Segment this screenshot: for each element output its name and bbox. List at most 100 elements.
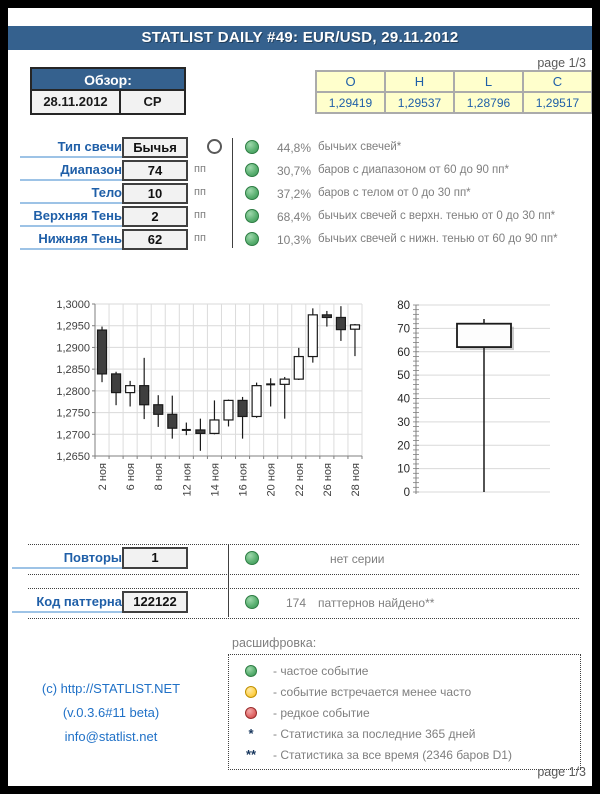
svg-text:60: 60 [397,347,410,359]
svg-text:16 ноя: 16 ноя [238,463,250,496]
overview-date: 28.11.2012 [32,91,121,113]
stat-percent: 44,8% [276,141,311,155]
legend-item-365-days: * - Статистика за последние 365 дней [229,723,580,744]
svg-text:6 ноя: 6 ноя [125,463,137,490]
svg-text:80: 80 [397,300,410,312]
repeats-label: Повторы [12,549,122,569]
ohlc-value-o: 1,29419 [316,92,385,113]
repeats-description: нет серии [330,552,385,566]
footer-credits: (c) http://STATLIST.NET (v.0.3.6#11 beta… [30,681,192,753]
current-candle-chart: 0 10 20 30 40 50 60 70 80 [397,300,550,499]
ohlc-table: O H L C 1,29419 1,29537 1,28796 1,29517 [315,70,592,114]
svg-text:14 ноя: 14 ноя [209,463,221,496]
ohlc-header-o: O [316,71,385,92]
stat-unit: пп [194,232,206,244]
pattern-row: Код паттерна 122122 174 паттернов найден… [8,591,592,615]
candlestick-chart: 1,3000 1,2950 1,2900 1,2850 1,2800 1,2750 1,27… [56,299,363,496]
vertical-divider [228,544,229,617]
legend-text: - событие встречается менее часто [273,684,472,699]
green-dot-icon [245,232,259,246]
stat-value: Бычья [122,137,188,158]
stat-description: бычьих свечей с нижн. тенью от 60 до 90 … [318,233,558,245]
page-indicator-top: page 1/3 [537,56,586,70]
legend-title: расшифровка: [232,636,317,650]
overview-header: Обзор: [32,69,184,91]
stat-label: Тип свечи [20,138,122,158]
dotted-divider [28,618,579,619]
green-dot-icon [245,595,259,609]
stat-label: Диапазон [20,161,122,181]
stat-unit: пп [194,186,206,198]
ohlc-value-h: 1,29537 [385,92,454,113]
stat-row-lower-shadow: Нижняя Тень 62 пп 10,3% бычьих свечей с … [8,229,592,252]
ohlc-header-h: H [385,71,454,92]
pattern-label: Код паттерна [12,593,122,613]
svg-text:1,2900: 1,2900 [56,342,90,354]
legend-text: - редкое событие [273,705,370,720]
stat-description: баров с диапазоном от 60 до 90 пп* [318,164,509,176]
svg-text:1,2950: 1,2950 [56,321,90,333]
stat-description: бычьих свечей с верхн. тенью от 0 до 30 … [318,210,556,222]
legend-box: - частое событие - событие встречается м… [228,654,581,770]
stat-row-range: Диапазон 74 пп 30,7% баров с диапазоном … [8,160,592,183]
page-indicator-bottom: page 1/3 [537,765,586,779]
legend-text: - Статистика за последние 365 дней [273,726,476,741]
stat-label: Тело [20,184,122,204]
repeats-row: Повторы 1 нет серии [8,547,592,571]
svg-text:1,2850: 1,2850 [56,364,90,376]
svg-text:20: 20 [397,440,410,452]
hollow-candle-icon [207,139,222,154]
double-asterisk-icon: ** [245,747,257,762]
page-title: STATLIST DAILY #49: EUR/USD, 29.11.2012 [8,26,592,50]
stat-percent: 68,4% [276,210,311,224]
stat-value: 10 [122,183,188,204]
svg-text:70: 70 [397,323,410,335]
stat-row-upper-shadow: Верхняя Тень 2 пп 68,4% бычьих свечей с … [8,206,592,229]
svg-text:20 ноя: 20 ноя [266,463,278,496]
legend-text: - Статистика за все время (2346 баров D1… [273,747,512,762]
site-link[interactable]: (c) http://STATLIST.NET [41,681,181,696]
ohlc-header-l: L [454,71,523,92]
green-dot-icon [245,140,259,154]
stat-label: Верхняя Тень [20,207,122,227]
stat-description: бычьих свечей* [318,141,402,153]
stat-label: Нижняя Тень [20,230,122,250]
ohlc-value-l: 1,28796 [454,92,523,113]
dotted-divider [28,588,579,589]
svg-text:1,2650: 1,2650 [56,451,90,463]
overview-weekday: СР [143,94,162,109]
legend-item-rare: - редкое событие [229,702,580,723]
legend-item-less-frequent: - событие встречается менее часто [229,681,580,702]
email-link[interactable]: info@statlist.net [64,729,158,744]
svg-text:12 ноя: 12 ноя [181,463,193,496]
ohlc-value-c: 1,29517 [523,92,592,113]
asterisk-icon: * [248,726,254,741]
overview-table: Обзор: 28.11.2012 СР [30,67,186,115]
stat-value: 74 [122,160,188,181]
version-label: (v.0.3.6#11 beta) [62,705,160,720]
repeats-value: 1 [122,547,188,569]
svg-text:28 ноя: 28 ноя [350,463,362,496]
dotted-divider [28,544,579,545]
pattern-description: паттернов найдено** [318,596,435,610]
stat-description: баров с телом от 0 до 30 пп* [318,187,471,199]
svg-text:22 ноя: 22 ноя [294,463,306,496]
svg-text:50: 50 [397,370,410,382]
stat-unit: пп [194,163,206,175]
svg-text:10: 10 [397,464,410,476]
svg-text:1,2750: 1,2750 [56,408,90,420]
svg-text:8 ноя: 8 ноя [153,463,165,490]
stat-percent: 30,7% [276,164,311,178]
pattern-count: 174 [285,596,306,610]
legend-item-all-time: ** - Статистика за все время (2346 баров… [229,744,580,765]
stat-percent: 37,2% [276,187,311,201]
stat-unit: пп [194,209,206,221]
dotted-divider [28,574,579,575]
svg-text:26 ноя: 26 ноя [322,463,334,496]
legend-item-frequent: - частое событие [229,660,580,681]
pattern-value: 122122 [122,591,188,613]
svg-text:1,2800: 1,2800 [56,386,90,398]
stat-percent: 10,3% [276,233,311,247]
svg-text:30: 30 [397,417,410,429]
